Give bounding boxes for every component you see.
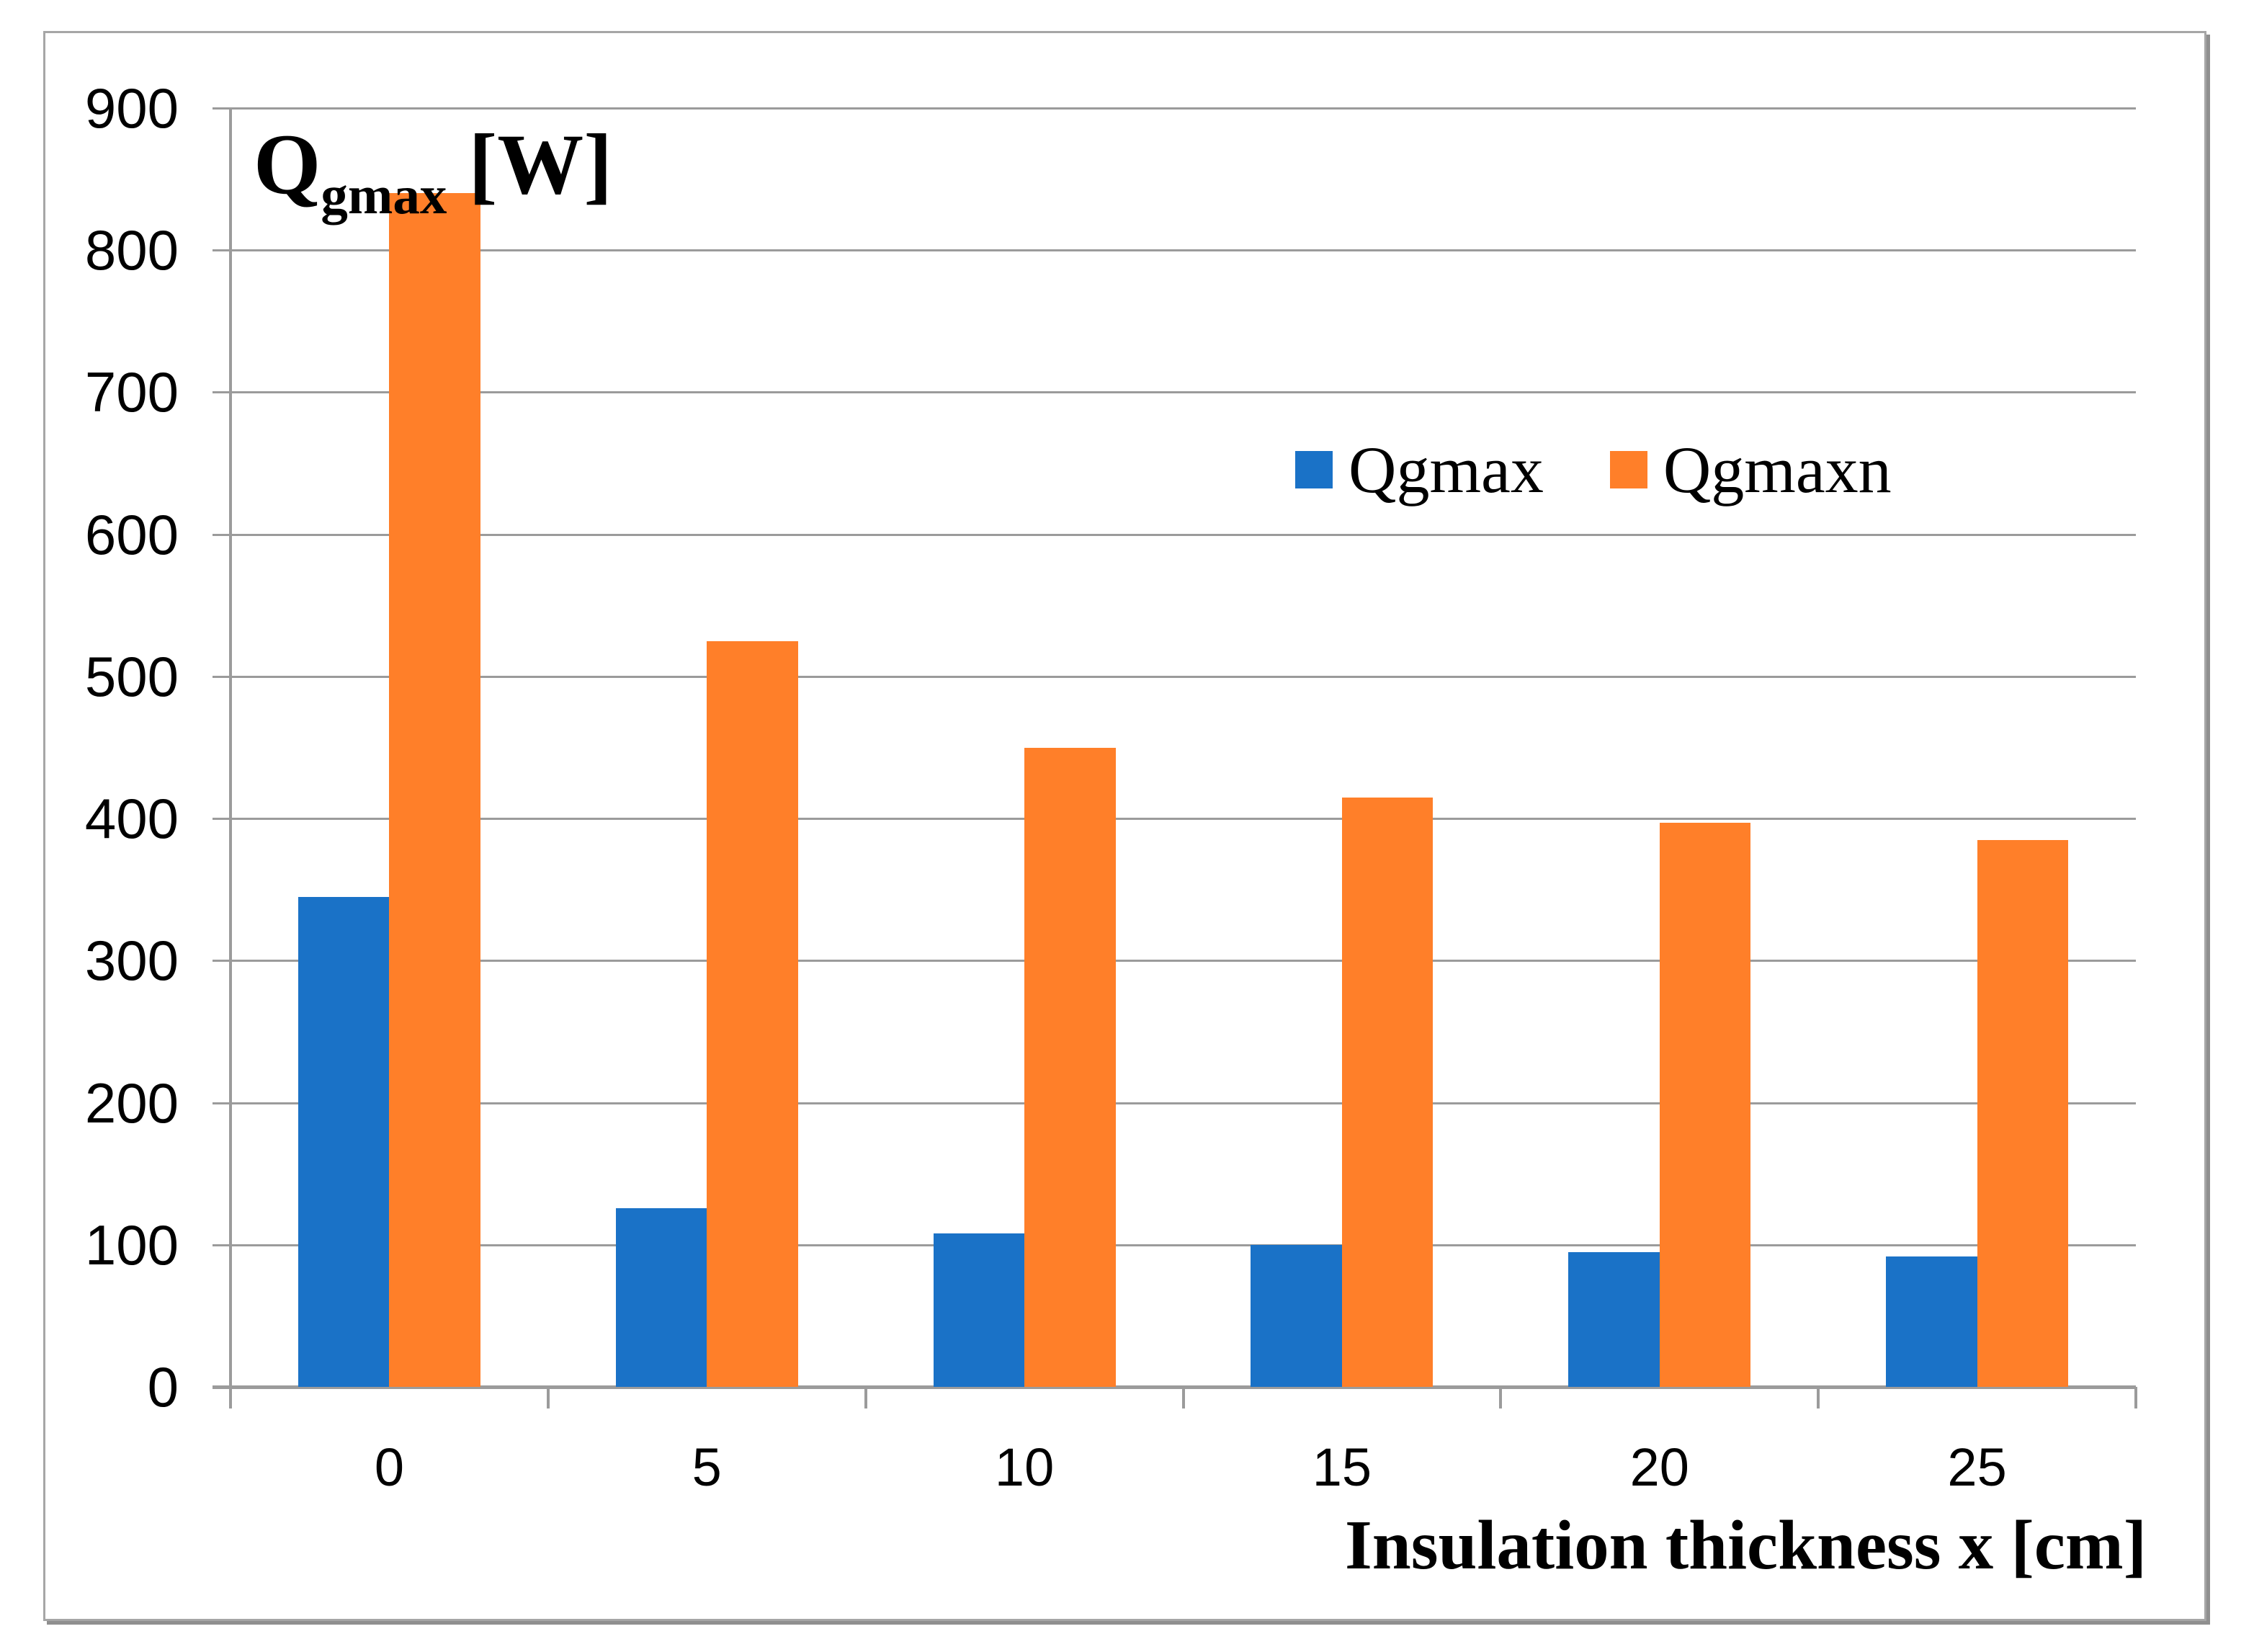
legend-item-qgmaxn: Qgmaxn [1609, 433, 1892, 506]
x-tick-label-20: 20 [1629, 1437, 1689, 1497]
x-axis-title: Insulation thickness x [cm] [1345, 1506, 2147, 1584]
y-tick-label-100: 100 [84, 1213, 179, 1277]
gridline-900 [213, 107, 2136, 110]
y-axis-line [229, 108, 232, 1408]
y-tick-label-900: 900 [84, 76, 179, 140]
legend-label-qgmaxn: Qgmaxn [1663, 433, 1892, 506]
chart-title: Qgmax [W] [254, 121, 612, 223]
x-tick-label-0: 0 [374, 1437, 404, 1497]
bar-qgmax-x5 [615, 1207, 707, 1387]
y-tick-label-400: 400 [84, 787, 179, 851]
x-axis-tick-6 [2134, 1387, 2137, 1408]
y-tick-label-0: 0 [147, 1355, 179, 1419]
x-tick-label-10: 10 [994, 1437, 1055, 1497]
gridline-200 [213, 1102, 2136, 1104]
y-tick-label-200: 200 [84, 1071, 179, 1135]
y-tick-label-300: 300 [84, 929, 179, 993]
gridline-300 [213, 960, 2136, 963]
x-axis-tick-1 [546, 1387, 550, 1408]
gridline-400 [213, 818, 2136, 821]
x-tick-label-25: 25 [1947, 1437, 2007, 1497]
legend: Qgmax Qgmaxn [1295, 432, 1892, 507]
gridline-800 [213, 249, 2136, 252]
chart-title-subscript: gmax [321, 166, 447, 226]
x-axis-line [213, 1385, 2136, 1389]
bar-qgmax-x15 [1251, 1244, 1342, 1387]
x-tick-label-15: 15 [1312, 1437, 1372, 1497]
bar-qgmaxn-x5 [707, 640, 798, 1387]
y-tick-label-500: 500 [84, 644, 179, 708]
chart-title-unit: [W] [447, 116, 613, 212]
bar-qgmaxn-x15 [1341, 797, 1434, 1387]
x-axis-tick-3 [1181, 1387, 1185, 1408]
legend-swatch-qgmax [1295, 451, 1333, 488]
bar-qgmax-x0 [298, 896, 390, 1387]
bar-qgmaxn-x20 [1659, 823, 1751, 1387]
x-tick-label-5: 5 [692, 1437, 722, 1497]
gridline-500 [213, 675, 2136, 678]
y-tick-label-800: 800 [84, 218, 179, 282]
gridline-700 [213, 391, 2136, 394]
gridline-600 [213, 533, 2136, 536]
x-axis-tick-4 [1499, 1387, 1503, 1408]
y-tick-label-700: 700 [84, 360, 179, 424]
bar-qgmax-x20 [1568, 1251, 1660, 1387]
bar-qgmax-x25 [1886, 1256, 1977, 1387]
x-axis-tick-0 [229, 1387, 232, 1408]
legend-label-qgmax: Qgmax [1349, 433, 1544, 506]
x-axis-tick-2 [864, 1387, 867, 1408]
legend-item-qgmax: Qgmax [1295, 437, 1544, 503]
legend-swatch-qgmaxn [1609, 451, 1647, 488]
bar-qgmaxn-x0 [389, 193, 480, 1387]
y-tick-label-600: 600 [84, 502, 179, 566]
x-axis-tick-5 [1817, 1387, 1820, 1408]
bar-qgmaxn-x10 [1024, 747, 1116, 1387]
bar-qgmax-x10 [933, 1233, 1025, 1387]
gridline-100 [213, 1244, 2136, 1246]
chart-title-main: Q [254, 116, 321, 212]
bar-qgmaxn-x25 [1977, 839, 2069, 1387]
